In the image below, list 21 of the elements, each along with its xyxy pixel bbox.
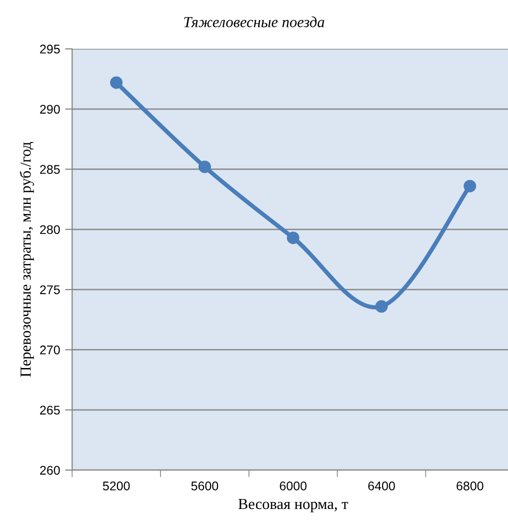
point bbox=[198, 160, 211, 174]
chart-title: Тяжеловесные поезда bbox=[184, 16, 324, 28]
x-axis-title: Весовая норма, т bbox=[238, 498, 348, 512]
y-tick-label: 260 bbox=[40, 466, 60, 475]
point bbox=[464, 180, 476, 192]
y-tick-label: 270 bbox=[40, 346, 60, 354]
point bbox=[375, 300, 388, 313]
x-tick-label: 5200 bbox=[102, 482, 130, 490]
x-tick-label: 6800 bbox=[456, 482, 484, 490]
y-tick-label: 275 bbox=[40, 285, 60, 294]
y-tick-label: 285 bbox=[40, 165, 60, 174]
y-tick-label: 280 bbox=[40, 225, 60, 234]
y-axis-title: Перевозочные затраты, млн руб./год bbox=[20, 142, 34, 377]
x-tick-label: 6000 bbox=[280, 482, 307, 490]
y-tick-label: 295 bbox=[40, 44, 60, 54]
point bbox=[110, 76, 123, 89]
y-tick-label: 265 bbox=[40, 406, 60, 415]
y-tick-label: 290 bbox=[40, 104, 60, 114]
point bbox=[286, 232, 300, 244]
x-tick-label: 6400 bbox=[368, 482, 395, 490]
x-tick-label: 5600 bbox=[191, 482, 218, 490]
